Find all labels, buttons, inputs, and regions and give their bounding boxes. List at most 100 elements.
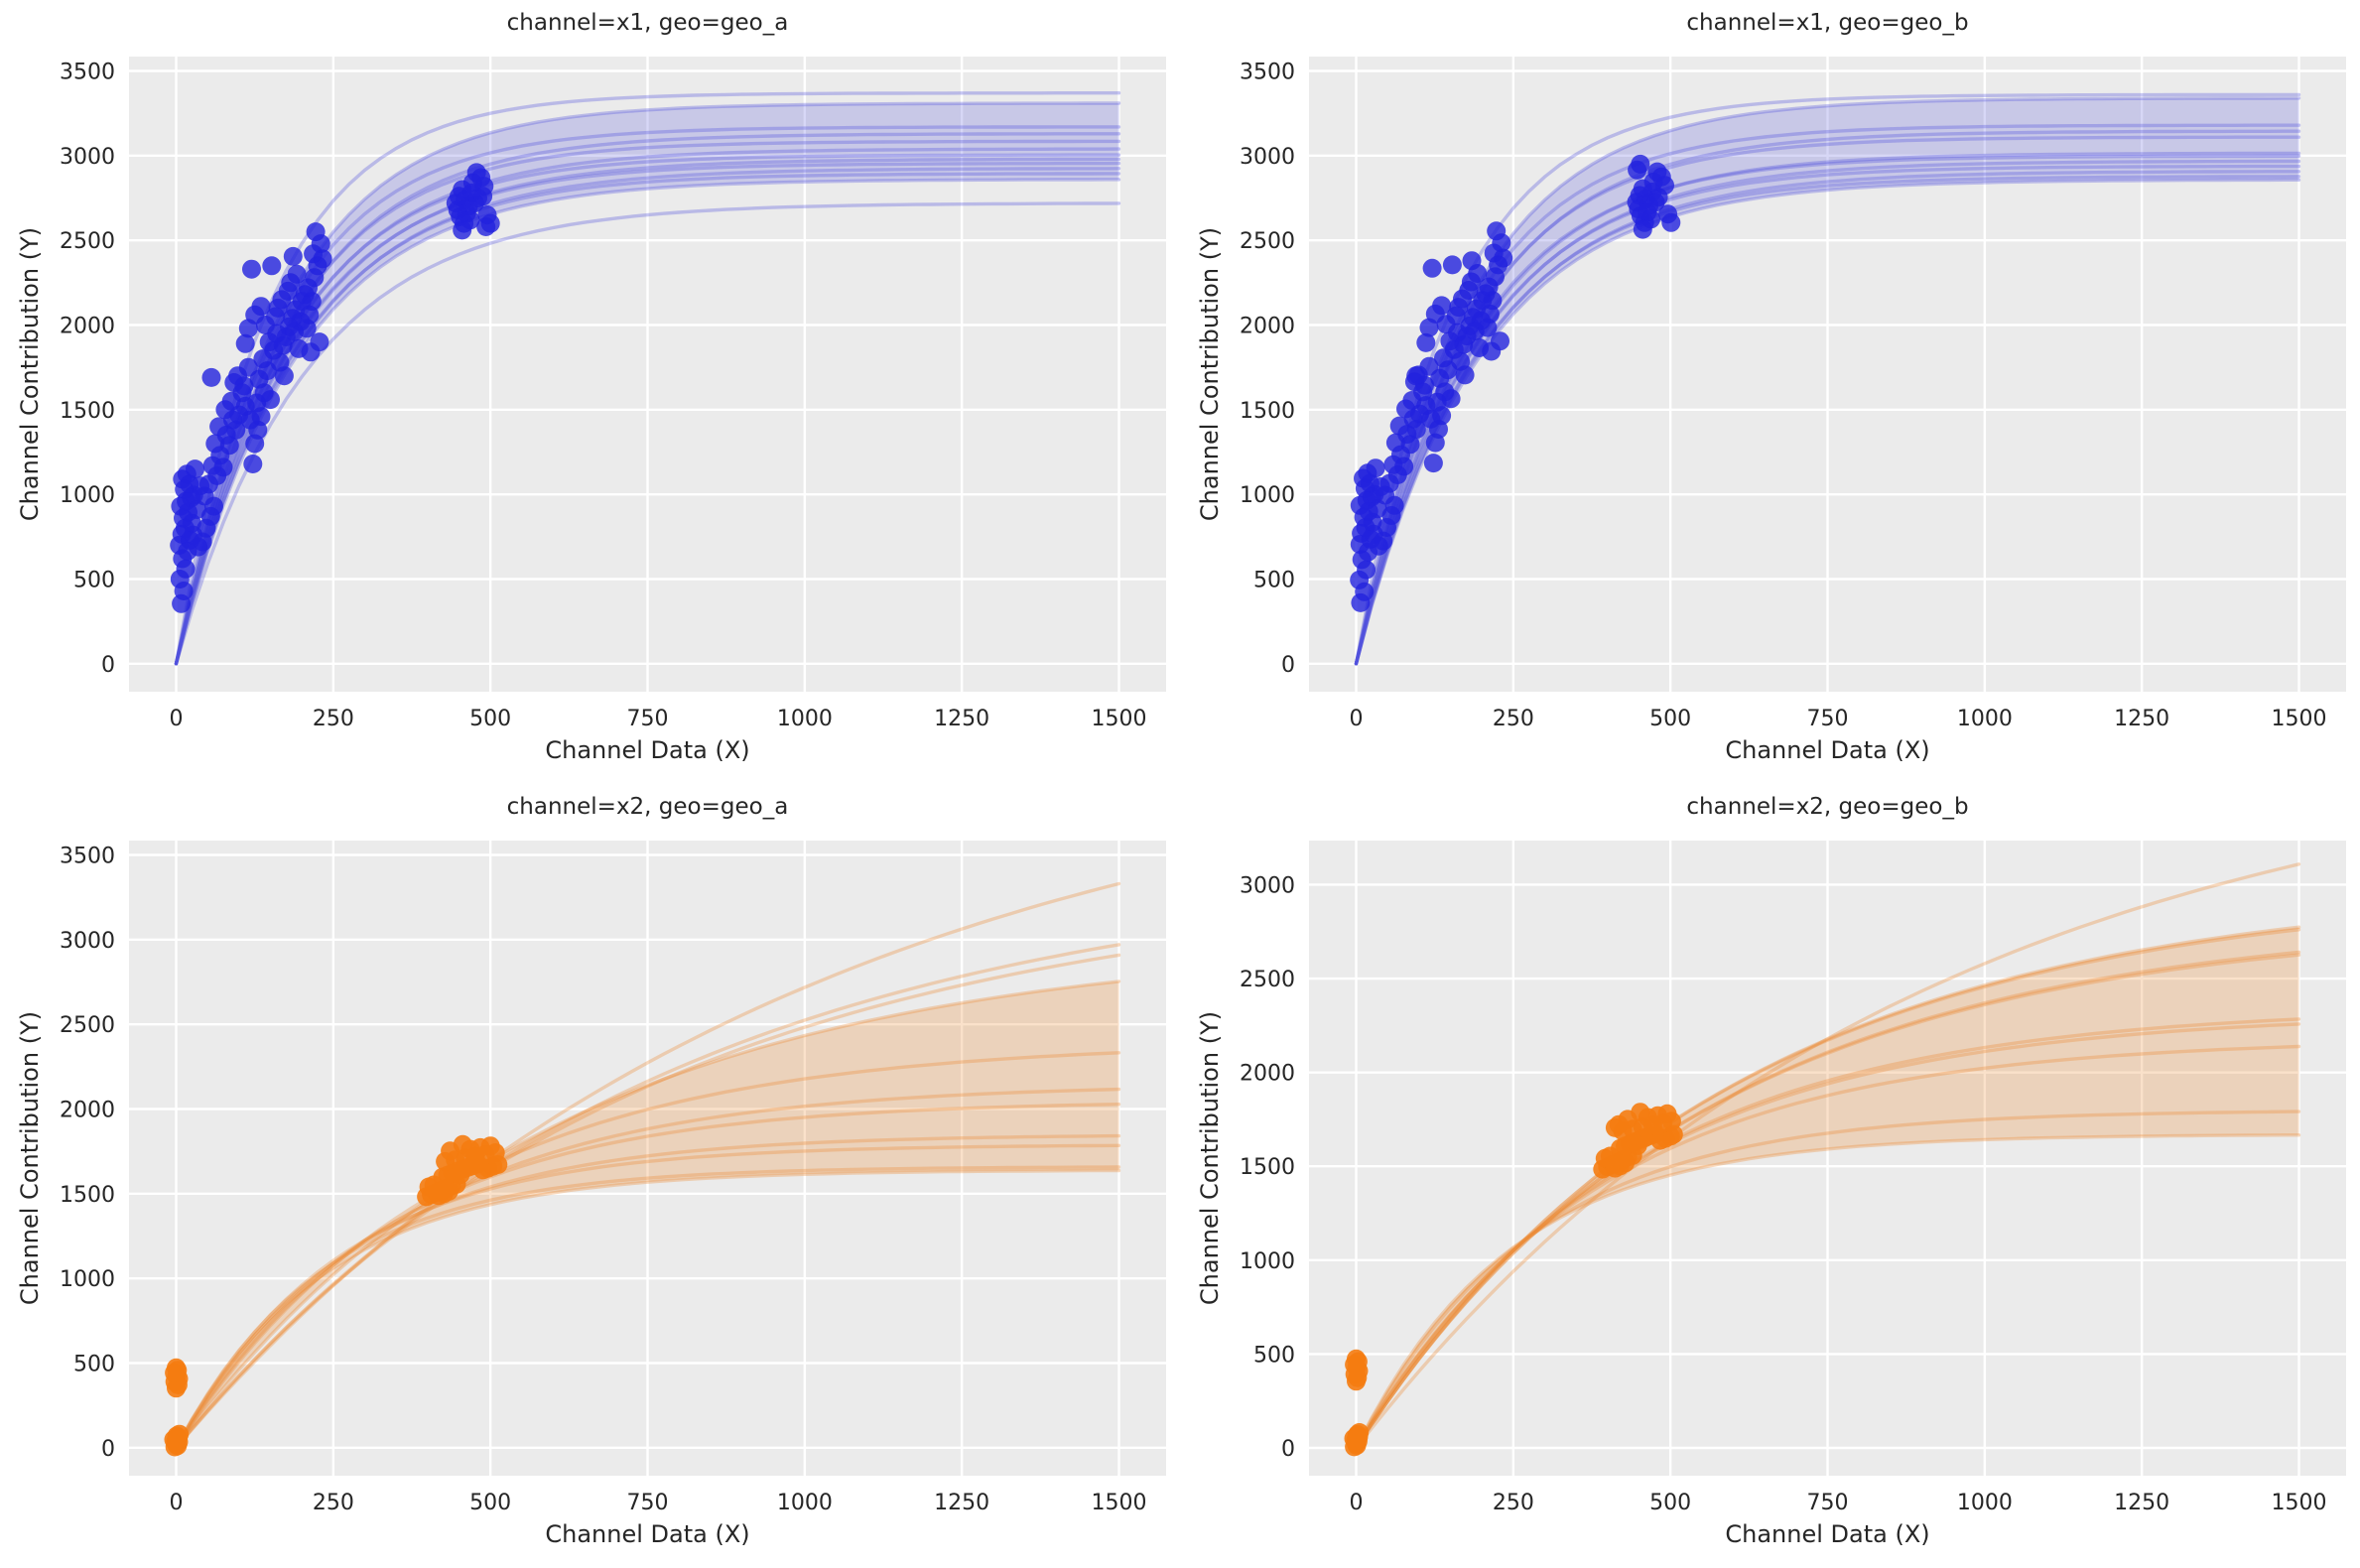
saturation-curve [174, 157, 1121, 666]
posterior-curves [174, 90, 1121, 666]
scatter-point [1366, 458, 1385, 478]
scatter-point [1400, 435, 1420, 455]
saturation-curve [174, 178, 1121, 666]
saturation-curve [1354, 1022, 2301, 1450]
saturation-curve [1354, 862, 2301, 1450]
scatter-point [1657, 1104, 1677, 1123]
scatter-point [1482, 341, 1502, 361]
y-tick-label: 1000 [60, 483, 115, 508]
scatter-point [1633, 219, 1652, 239]
scatter-point [480, 1136, 500, 1156]
tick-labels: 0 250 500 750 1000 1250 1500 0 500 1000 1500 2000 25… [60, 61, 1147, 731]
x-tick-label: 1250 [2114, 1491, 2169, 1515]
y-tick-label: 1000 [1240, 483, 1295, 508]
scatter-point [1661, 212, 1681, 232]
scatter-point [439, 1181, 459, 1201]
y-tick-label: 3000 [60, 145, 115, 170]
scatter-point [1394, 457, 1414, 476]
plot-marks [174, 90, 1121, 666]
x-tick-label: 500 [1649, 707, 1691, 731]
plot-canvas-x2-geo-b: 0 250 500 750 1000 1250 1500 0 500 1000 1500 2000 25… [1240, 841, 2346, 1515]
y-tick-label: 1500 [1240, 399, 1295, 424]
saturation-curve [174, 1103, 1121, 1450]
x-tick-label: 1250 [934, 707, 989, 731]
scatter-point [1455, 365, 1475, 385]
saturation-curve [1354, 170, 2301, 666]
scatter-points [1344, 1103, 1683, 1457]
scatter-point [1628, 1135, 1647, 1155]
scatter-point [476, 217, 496, 236]
y-tick-label: 3000 [1240, 145, 1295, 170]
saturation-curve [1354, 925, 2301, 1450]
subplot-title: channel=x2, geo=geo_b [1686, 794, 1969, 820]
saturation-curve [174, 90, 1121, 666]
saturation-curve [1354, 159, 2301, 666]
saturation-curve [1354, 151, 2301, 666]
scatter-point [283, 246, 303, 266]
posterior-curves [1354, 862, 2301, 1450]
x-tick-label: 250 [1493, 707, 1534, 731]
scatter-point [1416, 332, 1436, 352]
uncertainty-band [176, 980, 1119, 1448]
x-axis-label: Channel Data (X) [545, 736, 750, 764]
scatter-point [262, 256, 282, 276]
y-axis-label: Channel Contribution (Y) [1196, 226, 1224, 522]
x-tick-label: 750 [1807, 707, 1849, 731]
y-tick-label: 2500 [60, 1013, 115, 1038]
scatter-point [201, 367, 221, 387]
subplot-title: channel=x1, geo=geo_a [506, 10, 789, 36]
y-tick-label: 0 [1281, 1437, 1295, 1462]
saturation-curve [1354, 96, 2301, 666]
scatter-point [213, 457, 233, 477]
saturation-curve [1354, 175, 2301, 666]
saturation-curve [174, 201, 1121, 666]
y-tick-label: 2000 [1240, 315, 1295, 339]
plot-canvas-x2-geo-a: 0 250 500 750 1000 1250 1500 0 500 1000 1500 2000 25… [60, 841, 1166, 1515]
saturation-curve [174, 1143, 1121, 1450]
scatter-point [287, 264, 307, 284]
y-tick-label: 500 [73, 1353, 115, 1377]
scatter-point [1423, 454, 1443, 473]
tick-labels: 0 250 500 750 1000 1250 1500 0 500 1000 1500 2000 25… [1240, 873, 2327, 1515]
y-tick-label: 1500 [60, 1183, 115, 1208]
scatter-point [1406, 420, 1426, 439]
y-tick-label: 2500 [1240, 229, 1295, 254]
x-tick-label: 1000 [777, 707, 833, 731]
scatter-point [466, 163, 486, 183]
scatter-point [1631, 1103, 1650, 1122]
scatter-point [234, 376, 254, 396]
y-tick-label: 2000 [1240, 1062, 1295, 1087]
y-tick-label: 3500 [1240, 61, 1295, 85]
x-tick-label: 500 [469, 707, 511, 731]
y-tick-label: 3000 [60, 929, 115, 954]
saturation-curve [174, 125, 1121, 666]
scatter-point [1494, 248, 1513, 268]
subplot-channel-x1-geo-b: 0 250 500 750 1000 1250 1500 0 500 1000 1500 2000 25… [1180, 0, 2360, 784]
plot-canvas-x1-geo-b: 0 250 500 750 1000 1250 1500 0 500 1000 1500 2000 25… [1240, 57, 2346, 731]
x-tick-label: 250 [313, 707, 354, 731]
scatter-point [1462, 251, 1482, 271]
scatter-point [1422, 258, 1442, 278]
y-tick-label: 2000 [60, 1099, 115, 1123]
saturation-curve [1354, 92, 2301, 666]
saturation-curve [1354, 123, 2301, 666]
posterior-curves [1354, 92, 2301, 666]
y-tick-label: 500 [73, 569, 115, 593]
x-axis-label: Channel Data (X) [545, 1520, 750, 1548]
saturation-curve [1354, 164, 2301, 666]
saturation-curve [1354, 1017, 2301, 1450]
plot-marks [1354, 92, 2301, 666]
scatter-point [1347, 1426, 1367, 1446]
x-tick-label: 1000 [1957, 1491, 2013, 1515]
scatter-point [261, 390, 280, 410]
x-tick-label: 0 [1350, 707, 1364, 731]
uncertainty-band [1356, 97, 2299, 664]
saturation-curve [174, 1168, 1121, 1450]
saturation-curve [174, 1133, 1121, 1450]
y-tick-label: 500 [1253, 1343, 1295, 1368]
saturation-curve [174, 953, 1121, 1450]
subplot-title: channel=x2, geo=geo_a [506, 794, 789, 820]
saturation-curve [174, 132, 1121, 666]
x-axis-label: Channel Data (X) [1725, 1520, 1930, 1548]
